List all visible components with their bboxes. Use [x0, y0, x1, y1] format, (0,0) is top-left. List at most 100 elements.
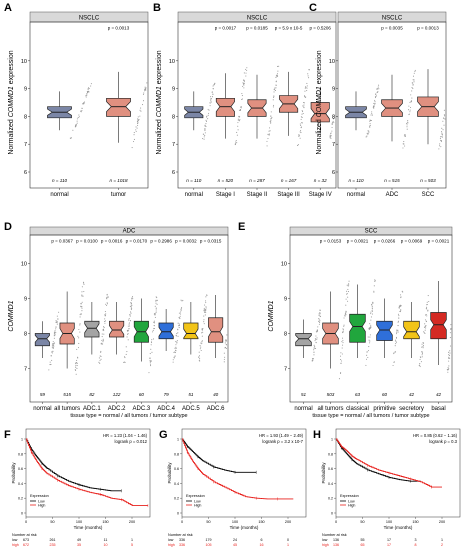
jitter-point: [370, 120, 372, 122]
jitter-point: [300, 127, 302, 129]
jitter-point: [300, 131, 302, 134]
n-label: 122: [113, 392, 121, 397]
n-label: 42: [436, 392, 442, 397]
panel-letter-B: B: [153, 2, 161, 14]
jitter-point: [181, 300, 183, 302]
jitter-point: [313, 351, 315, 353]
jitter-point: [130, 306, 132, 308]
jitter-point: [274, 89, 277, 92]
y-tick-label: 10: [21, 59, 27, 65]
jitter-point: [180, 310, 182, 312]
jitter-point: [141, 104, 144, 106]
jitter-point: [440, 136, 442, 138]
jitter-point: [52, 347, 54, 349]
jitter-point: [340, 360, 343, 362]
jitter-point: [297, 144, 299, 146]
jitter-point: [378, 88, 380, 90]
jitter-point: [313, 347, 315, 349]
jitter-point: [50, 354, 52, 357]
p-value: p = 0.0013: [417, 26, 439, 31]
jitter-point: [397, 320, 400, 322]
p-value: p = 0.0069: [401, 239, 423, 244]
jitter-point: [156, 303, 158, 305]
jitter-point: [137, 119, 140, 121]
jitter-point: [57, 318, 59, 320]
jitter-point: [236, 131, 238, 133]
jitter-point: [204, 311, 206, 313]
jitter-point: [199, 348, 201, 350]
jitter-point: [99, 355, 101, 357]
jitter-point: [203, 136, 205, 138]
jitter-point: [371, 313, 373, 315]
jitter-point: [303, 107, 305, 109]
jitter-point: [313, 349, 315, 351]
risk-row-label: high: [322, 543, 329, 547]
jitter-point: [52, 341, 54, 343]
y-axis-label: Normalized COMMD1 expression: [156, 50, 163, 154]
jitter-point: [75, 366, 77, 368]
x-tick-label: normal: [185, 192, 203, 198]
jitter-point: [136, 127, 138, 129]
jitter-point: [241, 95, 243, 97]
jitter-point: [126, 336, 128, 338]
jitter-point: [106, 302, 108, 304]
jitter-point: [143, 92, 145, 94]
jitter-point: [301, 113, 303, 115]
jitter-point: [348, 283, 350, 285]
jitter-point: [412, 75, 415, 77]
jitter-point: [270, 118, 272, 120]
jitter-point: [276, 75, 278, 77]
jitter-points: [98, 293, 109, 364]
jitter-point: [301, 122, 303, 124]
jitter-point: [300, 124, 302, 127]
x-tick-label: all tumors: [317, 406, 343, 412]
jitter-point: [409, 111, 411, 113]
p-value: p = 0.0266: [374, 239, 396, 244]
jitter-point: [423, 332, 425, 334]
box-classical: [349, 313, 366, 343]
jitter-point: [342, 328, 344, 330]
n-label: n = 287: [249, 178, 265, 183]
jitter-point: [442, 117, 445, 119]
x-tick-label: Stage III: [277, 192, 300, 198]
jitter-point: [77, 347, 80, 349]
jitter-point: [142, 100, 145, 102]
y-tick-label: 0.2: [174, 497, 179, 501]
jitter-point: [75, 361, 78, 364]
jitter-point: [311, 359, 314, 361]
jitter-point: [200, 346, 202, 348]
jitter-point: [270, 111, 272, 113]
jitter-point: [246, 67, 248, 69]
jitter-point: [80, 111, 82, 113]
jitter-point: [202, 138, 204, 140]
jitter-point: [153, 320, 155, 322]
km-curve-low: [182, 438, 257, 473]
jitter-point: [443, 115, 446, 117]
jitter-point: [298, 135, 301, 137]
n-label: 79: [164, 392, 170, 397]
jitter-point: [76, 120, 78, 122]
jitter-point: [441, 131, 443, 133]
jitter-point: [130, 312, 132, 314]
jitter-point: [421, 351, 424, 353]
n-label: n = 110: [348, 178, 364, 183]
y-tick-label: 0.2: [18, 497, 23, 501]
jitter-point: [205, 294, 208, 296]
jitter-point: [54, 333, 56, 335]
jitter-point: [307, 75, 309, 77]
jitter-point: [156, 299, 158, 301]
legend-title: Expression: [186, 494, 205, 498]
x-axis-label: Time (months): [230, 525, 259, 530]
jitter-points: [223, 334, 228, 363]
jitter-point: [102, 341, 104, 343]
jitter-point: [375, 95, 377, 97]
jitter-point: [306, 89, 308, 92]
jitter-points: [266, 65, 280, 147]
risk-value: 11: [104, 538, 108, 542]
panel-letter-E: E: [238, 221, 245, 233]
jitter-point: [342, 342, 344, 344]
jitter-point: [90, 85, 92, 87]
jitter-point: [241, 98, 244, 100]
jitter-point: [397, 321, 399, 323]
jitter-point: [214, 83, 216, 85]
